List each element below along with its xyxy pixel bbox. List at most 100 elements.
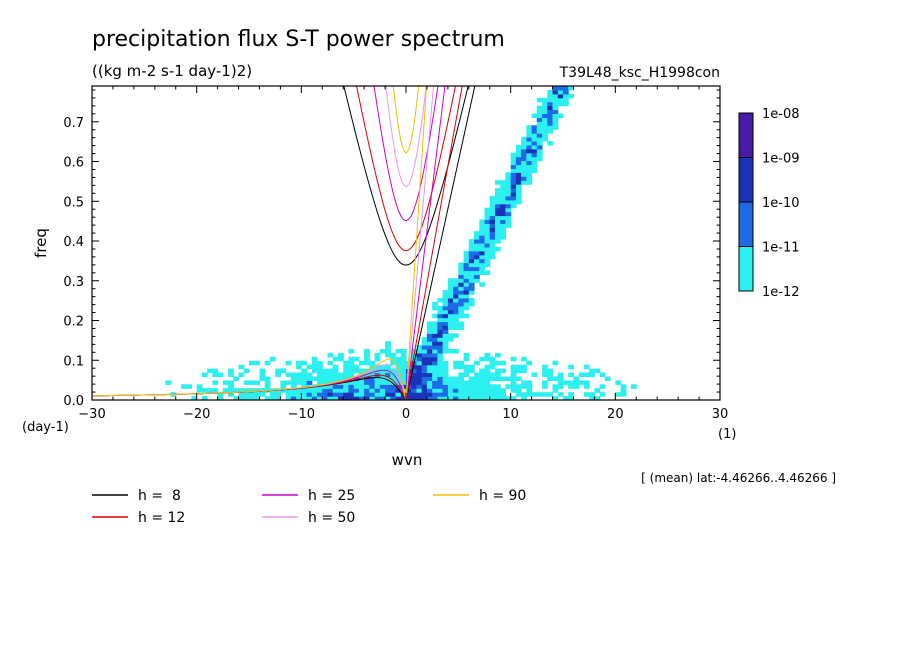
power-cell — [390, 388, 397, 393]
power-cell — [615, 380, 622, 385]
power-cell — [437, 396, 444, 400]
power-cell — [374, 352, 381, 358]
power-cell — [369, 380, 376, 385]
power-cell — [254, 388, 260, 393]
y-tick-label: 0.3 — [63, 275, 84, 290]
power-cell — [290, 388, 297, 393]
power-cell — [489, 219, 496, 224]
power-cell — [484, 219, 491, 224]
power-cell — [479, 376, 486, 381]
power-cell — [421, 345, 428, 350]
power-cell — [385, 345, 391, 350]
power-cell — [259, 368, 266, 374]
power-cell — [505, 188, 512, 193]
power-cell — [536, 109, 543, 114]
power-cell — [515, 172, 522, 177]
x-tick-label: 20 — [607, 407, 624, 422]
power-cell — [442, 301, 449, 307]
power-cell — [296, 396, 302, 400]
power-cell — [243, 392, 250, 397]
power-cell — [411, 392, 417, 397]
power-cell — [510, 388, 517, 393]
power-cell — [552, 384, 559, 389]
power-cell — [327, 380, 334, 385]
power-cell — [290, 392, 297, 397]
power-cell — [275, 392, 281, 397]
power-cell — [322, 376, 329, 381]
power-cell — [353, 388, 360, 393]
power-cell — [348, 372, 355, 377]
power-cell — [500, 199, 506, 205]
power-cell — [505, 384, 512, 389]
power-cell — [458, 298, 465, 303]
power-cell — [249, 388, 255, 393]
power-cell — [426, 388, 433, 393]
power-cell — [531, 164, 538, 169]
power-cell — [458, 384, 465, 389]
power-cell — [327, 368, 334, 374]
power-cell — [489, 396, 496, 400]
power-cell — [463, 364, 470, 370]
power-cell — [369, 384, 376, 389]
power-cell — [290, 396, 297, 400]
axis-ticks: −30 −20 −10 0 10 20 30 0.0 0.1 0.2 0.3 0.4 0.5 0.6 0.7 — [63, 86, 728, 422]
power-cell — [542, 113, 548, 118]
colorbar: 1e-08 1e-09 1e-10 1e-11 1e-12 — [738, 107, 800, 300]
power-cell — [322, 384, 329, 389]
power-cell — [432, 349, 438, 354]
power-cell — [426, 345, 433, 350]
power-cell — [531, 141, 538, 146]
power-cell — [437, 384, 444, 389]
power-cell — [390, 376, 397, 381]
power-cell — [453, 384, 459, 389]
power-cell — [510, 356, 517, 362]
y-unit-label: (day-1) — [22, 420, 69, 435]
power-cell — [542, 125, 548, 130]
colorbar-swatch — [738, 201, 754, 247]
power-cell — [552, 109, 559, 114]
power-cell — [332, 388, 339, 393]
power-cell — [489, 392, 496, 397]
power-cell — [437, 298, 444, 303]
power-cell — [468, 243, 475, 248]
power-cell — [447, 282, 454, 287]
power-cell — [500, 227, 506, 232]
power-cell — [432, 325, 438, 330]
power-cell — [521, 356, 527, 362]
power-cell — [458, 262, 465, 268]
power-cell — [442, 380, 449, 385]
power-cell — [254, 396, 260, 400]
power-cell — [285, 388, 292, 393]
power-cell — [432, 376, 438, 381]
power-cell — [442, 376, 449, 381]
power-cell — [358, 392, 365, 397]
power-cell — [416, 384, 423, 389]
power-cell — [416, 372, 423, 377]
power-cell — [474, 274, 480, 279]
power-cell — [243, 368, 250, 374]
power-cell — [526, 180, 533, 185]
power-cell — [411, 376, 417, 381]
power-cell — [364, 352, 370, 358]
power-cell — [421, 388, 428, 393]
power-cell — [374, 388, 381, 393]
power-cell — [589, 392, 595, 397]
power-cell — [290, 372, 297, 377]
x-tick-label: −30 — [78, 407, 105, 422]
power-cell — [447, 305, 454, 311]
power-cell — [489, 195, 496, 201]
power-cell — [542, 117, 548, 122]
power-cell — [510, 164, 517, 169]
power-cell — [489, 231, 496, 236]
power-cell — [495, 388, 501, 393]
x-axis-title: wvn — [392, 451, 423, 469]
power-cell — [474, 376, 480, 381]
power-cell — [447, 321, 454, 326]
power-cell — [406, 388, 412, 393]
power-cell — [484, 223, 491, 228]
legend-label: h = 8 — [138, 488, 181, 504]
power-cell — [369, 388, 376, 393]
power-cell — [500, 392, 506, 397]
y-tick-label: 0.2 — [63, 315, 84, 330]
power-cell — [505, 192, 512, 197]
